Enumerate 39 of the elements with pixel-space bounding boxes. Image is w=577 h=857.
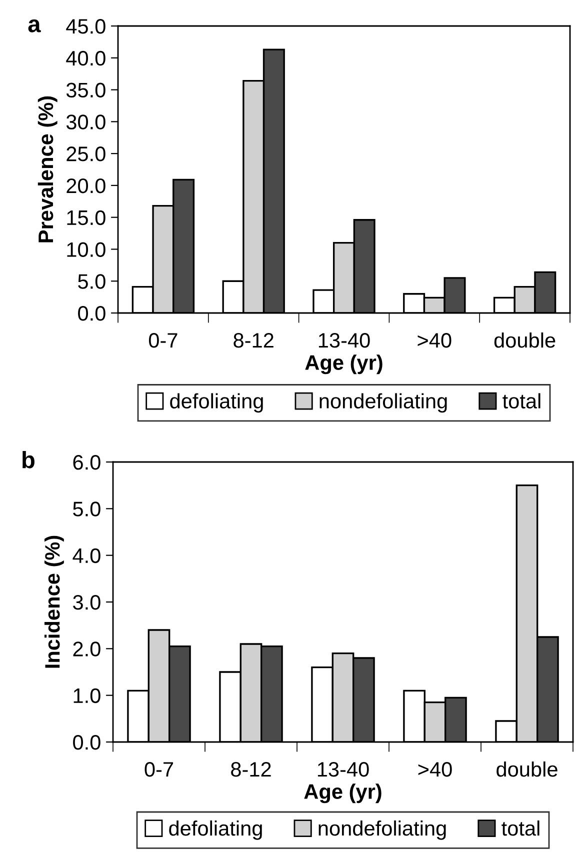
x-tick-label: 8-12: [234, 332, 274, 348]
x-tick-label: 13-40: [318, 762, 369, 777]
y-tick-label: 10.0: [67, 242, 106, 257]
y-axis-title: Incidence (%): [44, 536, 64, 668]
legend-label: defoliating: [169, 820, 262, 840]
y-tick-label: 45.0: [66, 19, 106, 34]
chart-title: b: [22, 450, 34, 468]
x-tick-label: 0-7: [144, 762, 174, 777]
y-tick-label: 0.0: [78, 306, 106, 321]
y-tick-label: 1.0: [74, 688, 100, 704]
y-tick-label: 35.0: [66, 82, 106, 98]
legend-label: defoliating: [170, 393, 263, 413]
y-axis-title: Prevalence (%): [38, 96, 58, 242]
legend-label: total: [502, 820, 540, 836]
y-tick-label: 25.0: [66, 146, 106, 162]
legend-label: total: [502, 393, 540, 408]
y-tick-label: 20.0: [66, 178, 106, 194]
y-tick-label: 6.0: [73, 455, 100, 470]
x-tick-label: >40: [418, 332, 452, 348]
x-tick-label: 13-40: [318, 332, 370, 348]
x-tick-label: 8-12: [231, 762, 271, 777]
x-tick-label: >40: [418, 762, 452, 777]
y-tick-label: 3.0: [73, 595, 100, 610]
y-tick-label: 4.0: [72, 548, 100, 564]
chart-title: a: [28, 19, 41, 32]
y-tick-label: 15.0: [67, 210, 106, 226]
y-tick-label: 2.0: [73, 642, 100, 656]
y-tick-label: 0.0: [73, 735, 100, 750]
x-axis-title: Age (yr): [304, 784, 382, 804]
x-axis-title: Age (yr): [305, 354, 382, 374]
y-tick-label: 5.0: [78, 274, 106, 289]
legend-label: nondefoliating: [320, 393, 447, 413]
x-tick-label: 0-7: [148, 332, 178, 348]
legend-label: nondefoliating: [318, 820, 446, 840]
x-tick-label: double: [496, 761, 558, 777]
y-tick-label: 40.0: [66, 50, 106, 66]
x-tick-label: double: [494, 332, 556, 348]
y-tick-label: 5.0: [73, 502, 100, 516]
y-tick-label: 30.0: [66, 114, 106, 130]
